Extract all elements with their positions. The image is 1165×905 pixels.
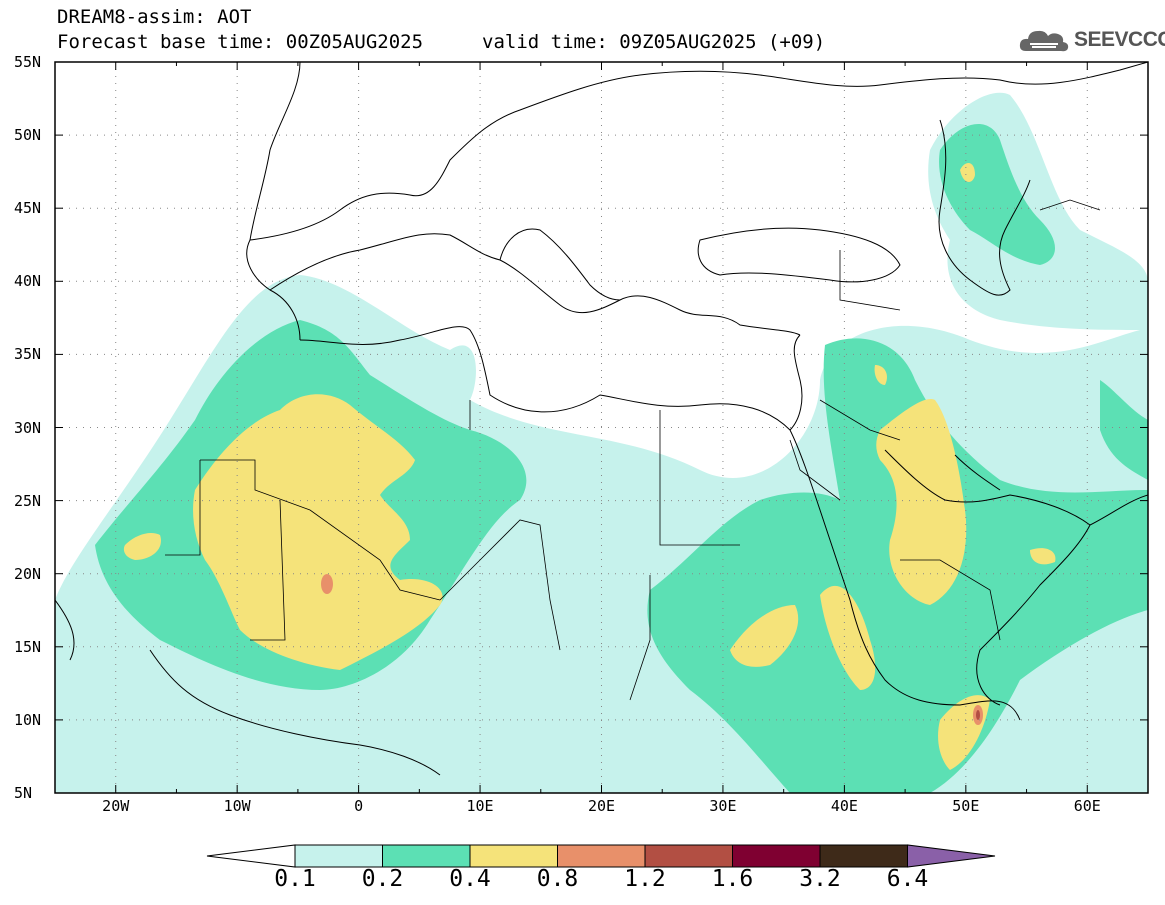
lon-label: 30E bbox=[709, 797, 737, 815]
lat-label: 20N bbox=[14, 564, 42, 583]
lat-label: 40N bbox=[14, 272, 42, 291]
colorbar-label: 0.4 bbox=[449, 866, 491, 892]
lat-label: 30N bbox=[14, 418, 42, 437]
lat-label: 15N bbox=[14, 637, 42, 656]
logo-text: SEEVCCC bbox=[1074, 28, 1165, 51]
coastlines bbox=[55, 62, 1148, 776]
lat-label: 5N bbox=[14, 784, 33, 802]
lat-label: 45N bbox=[14, 199, 42, 218]
colorbar-label: 1.6 bbox=[711, 866, 754, 892]
lat-label: 10N bbox=[14, 710, 42, 729]
lon-label: 50E bbox=[952, 797, 980, 815]
lon-label: 20E bbox=[587, 797, 616, 815]
cloud-logo-icon bbox=[1019, 30, 1069, 52]
valid-time: valid time: 09Z05AUG2025 (+09) bbox=[482, 31, 826, 53]
lon-label: 10E bbox=[466, 797, 494, 815]
colorbar-label: 1.2 bbox=[624, 866, 666, 892]
colorbar-label: 0.8 bbox=[536, 866, 579, 892]
country-borders bbox=[165, 199, 1101, 701]
lat-label: 35N bbox=[14, 345, 42, 364]
aot-field-1.2 bbox=[976, 710, 980, 720]
colorbar-label: 0.2 bbox=[361, 866, 404, 892]
lon-label: 40E bbox=[830, 797, 858, 815]
seevccc-logo: SEEVCCC bbox=[1018, 25, 1165, 55]
colorbar-label: 3.2 bbox=[799, 866, 841, 892]
lon-label: 60E bbox=[1073, 797, 1101, 815]
forecast-base-time: Forecast base time: 00Z05AUG2025 bbox=[57, 31, 424, 53]
graticule bbox=[55, 62, 1148, 793]
lon-label: 10W bbox=[223, 797, 251, 815]
lat-label: 50N bbox=[14, 126, 42, 145]
lat-label: 25N bbox=[14, 491, 42, 510]
map-title: DREAM8-assim: AOT bbox=[57, 6, 252, 28]
lon-label: 20W bbox=[102, 797, 130, 815]
colorbar-label: 6.4 bbox=[886, 866, 929, 892]
lon-label: 0 bbox=[354, 797, 364, 815]
colorbar-label: 0.1 bbox=[274, 866, 316, 892]
lat-label: 55N bbox=[14, 53, 42, 71]
